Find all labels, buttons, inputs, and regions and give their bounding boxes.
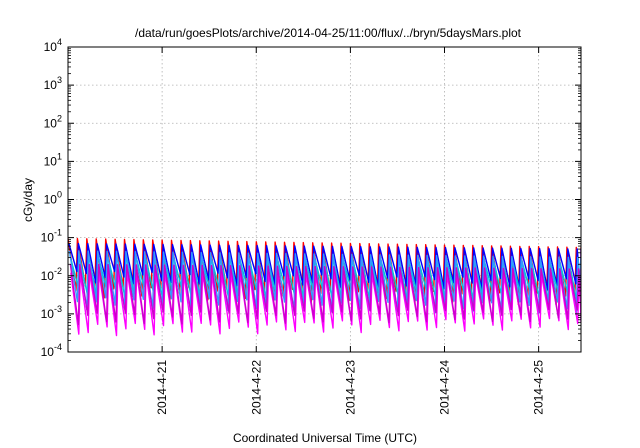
x-tick-label: 2014-4-24 [438, 360, 452, 415]
series-line [68, 242, 581, 292]
x-axis-label: Coordinated Universal Time (UTC) [233, 431, 417, 445]
y-tick-label: 10-4 [41, 342, 62, 359]
y-tick-label: 100 [44, 190, 62, 207]
y-tick-label: 104 [44, 37, 62, 54]
y-tick-label: 10-2 [41, 266, 62, 283]
x-tick-label: 2014-4-21 [155, 360, 169, 415]
y-axis-label: cGy/day [21, 178, 35, 222]
y-tick-label: 103 [44, 75, 62, 92]
y-tick-label: 10-3 [41, 304, 62, 321]
y-tick-label: 10-1 [41, 228, 62, 245]
x-tick-label: 2014-4-25 [532, 360, 546, 415]
series-line [70, 272, 581, 337]
series-group [68, 237, 581, 337]
x-axis: 2014-4-21 2014-4-22 2014-4-23 2014-4-24 2014… [155, 47, 546, 415]
y-tick-label: 101 [44, 151, 62, 168]
chart-title: /data/run/goesPlots/archive/2014-04-25/1… [135, 26, 522, 40]
y-axis: 10-4 10-3 10-2 10-1 100 101 102 103 104 [41, 37, 581, 359]
x-tick-label: 2014-4-22 [249, 360, 263, 415]
y-tick-label: 102 [44, 113, 62, 130]
x-tick-label: 2014-4-23 [343, 360, 357, 415]
series-line [69, 263, 581, 325]
